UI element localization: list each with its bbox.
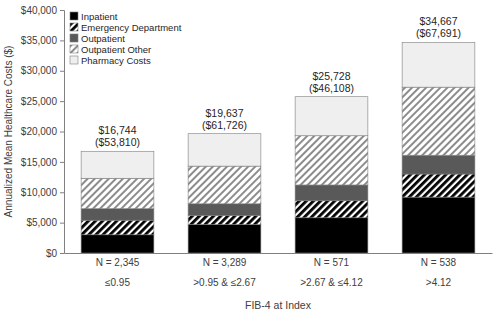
bar-segment <box>81 178 154 208</box>
legend-item: Outpatient Other <box>70 44 151 55</box>
y-tick: $0 <box>46 248 64 259</box>
x-tick: >2.67 & ≤4.12 <box>300 253 363 288</box>
y-tick-label: $10,000 <box>21 187 58 198</box>
y-tick-mark <box>60 253 64 254</box>
legend-swatch <box>70 12 78 20</box>
series <box>81 42 475 178</box>
y-tick: $35,000 <box>21 35 64 46</box>
y-tick-label: $30,000 <box>21 65 58 76</box>
y-tick: $25,000 <box>21 96 64 107</box>
y-tick: $30,000 <box>21 65 64 76</box>
y-tick: $20,000 <box>21 126 64 137</box>
x-tick: >0.95 & ≤2.67 <box>193 253 256 288</box>
series <box>81 174 475 235</box>
legend-item: Emergency Department <box>70 22 182 33</box>
total-label: $34,667 <box>420 15 458 27</box>
sd-label: ($67,691) <box>416 27 461 39</box>
n-labels: N = 2,345 N = 3,289 N = 571 N = 538 <box>96 257 457 268</box>
total-label: $25,728 <box>313 70 351 82</box>
y-tick-label: $15,000 <box>21 157 58 168</box>
y-tick-mark <box>60 10 64 11</box>
x-axis: ≤0.95 >0.95 & ≤2.67 >2.67 & ≤4.12 >4.12 <box>65 253 493 288</box>
bar-segment <box>188 134 261 166</box>
legend-swatch <box>70 34 78 42</box>
bar-segment <box>188 166 261 204</box>
x-tick-label: >4.12 <box>426 277 452 288</box>
bar-segment <box>295 218 368 253</box>
bar-segment <box>81 220 154 235</box>
y-tick: $5,000 <box>26 217 64 228</box>
y-axis-line <box>60 11 65 254</box>
sd-label: ($53,810) <box>95 136 140 148</box>
n-label: N = 538 <box>421 257 457 268</box>
y-tick: $40,000 <box>21 5 64 16</box>
n-label: N = 2,345 <box>96 257 140 268</box>
y-tick-mark <box>60 192 64 193</box>
y-tick-mark <box>60 40 64 41</box>
y-tick-label: $35,000 <box>21 35 58 46</box>
bar-segment <box>188 204 261 216</box>
total-label: $19,637 <box>206 107 244 119</box>
legend-swatch <box>70 23 78 31</box>
x-tick-label: >2.67 & ≤4.12 <box>300 277 363 288</box>
legend-label: Outpatient Other <box>81 44 151 55</box>
y-tick-mark <box>60 71 64 72</box>
bar-segment <box>81 151 154 178</box>
y-tick: $10,000 <box>21 187 64 198</box>
n-label: N = 571 <box>314 257 350 268</box>
legend-swatch <box>70 56 78 64</box>
bar-segment <box>81 235 154 253</box>
bar-segment <box>402 42 475 87</box>
bar-segment <box>402 197 475 253</box>
bar-segment <box>295 136 368 185</box>
y-tick-mark <box>60 132 64 133</box>
x-tick-label: ≤0.95 <box>105 277 130 288</box>
y-axis-title: Annualized Mean Healthcare Costs ($) <box>3 46 14 218</box>
x-tick-label: >0.95 & ≤2.67 <box>193 277 256 288</box>
y-tick-label: $20,000 <box>21 126 58 137</box>
sd-label: ($61,726) <box>202 119 247 131</box>
bar-segment <box>402 87 475 155</box>
series <box>81 87 475 209</box>
bar-segment <box>402 174 475 197</box>
legend-label: Emergency Department <box>81 22 182 33</box>
plot: $0 $5,000 $10,000 $15,000 $20,000 $25,000 $30,… <box>21 5 493 288</box>
x-axis-line <box>65 253 493 254</box>
y-tick-mark <box>60 162 64 163</box>
legend-item: Pharmacy Costs <box>70 55 151 66</box>
y-axis: $0 $5,000 $10,000 $15,000 $20,000 $25,000 $30,… <box>21 5 65 259</box>
legend-item: Outpatient <box>70 33 125 44</box>
n-label: N = 3,289 <box>203 257 247 268</box>
y-tick-label: $25,000 <box>21 96 58 107</box>
bar-segment <box>295 185 368 201</box>
bar-segment <box>402 155 475 174</box>
total-label: $16,744 <box>99 124 137 136</box>
y-tick-label: $0 <box>46 248 58 259</box>
legend-label: Outpatient <box>81 33 125 44</box>
bars <box>81 42 475 253</box>
y-tick-mark <box>60 101 64 102</box>
bar-segment <box>188 224 261 253</box>
legend: InpatientEmergency DepartmentOutpatientO… <box>70 11 182 66</box>
bar-segment <box>188 215 261 224</box>
y-tick: $15,000 <box>21 157 64 168</box>
legend-label: Inpatient <box>81 11 118 22</box>
legend-item: Inpatient <box>70 11 118 22</box>
y-tick-label: $40,000 <box>21 5 58 16</box>
x-axis-title: FIB-4 at Index <box>245 299 312 311</box>
chart: $0 $5,000 $10,000 $15,000 $20,000 $25,000 $30,… <box>0 0 500 317</box>
bar-segment <box>295 97 368 136</box>
bar-segment <box>81 209 154 221</box>
y-tick-mark <box>60 223 64 224</box>
legend-label: Pharmacy Costs <box>81 55 151 66</box>
sd-label: ($46,108) <box>309 82 354 94</box>
y-tick-label: $5,000 <box>26 217 57 228</box>
total-labels: $16,744($53,810)$19,637($61,726)$25,728(… <box>95 15 461 148</box>
bar-segment <box>295 201 368 218</box>
legend-swatch <box>70 45 78 53</box>
